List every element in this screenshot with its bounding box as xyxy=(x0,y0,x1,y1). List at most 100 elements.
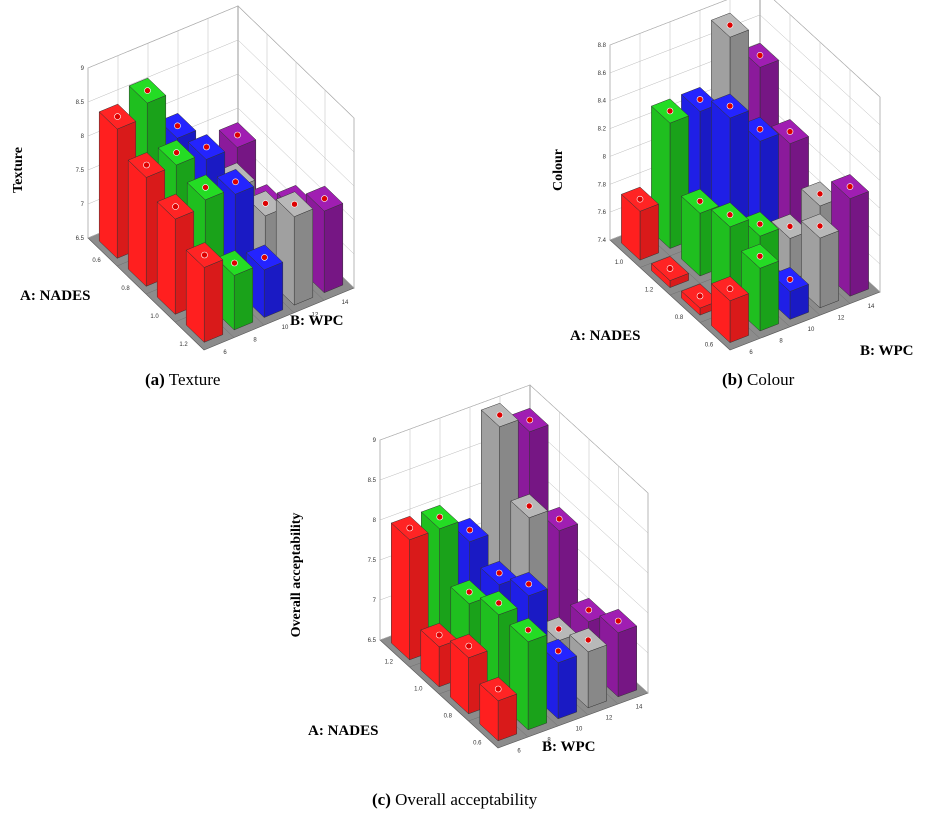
caption-texture-text: Texture xyxy=(168,370,221,389)
caption-colour-text: Colour xyxy=(747,370,795,389)
bar-datapoint xyxy=(321,195,328,202)
a-tick-label: 0.8 xyxy=(121,286,130,292)
z-tick-label: 8.6 xyxy=(598,71,607,77)
bar-side-front xyxy=(617,625,637,698)
b-tick-label: 8 xyxy=(779,339,783,345)
bar-datapoint xyxy=(756,220,764,228)
bar-datapoint xyxy=(816,222,824,230)
z-tick-label: 6.5 xyxy=(76,236,85,242)
bar-side-left xyxy=(98,111,118,259)
bar-side-left xyxy=(127,159,147,287)
bar-side-left xyxy=(156,201,176,315)
bar-datapoint xyxy=(466,526,474,534)
bar xyxy=(509,617,548,731)
b-tick-label: 10 xyxy=(808,327,815,333)
bar-datapoint xyxy=(435,631,443,639)
texture-chart-panel: 6.5 7 7.5 8 8.5 9 0.6 0.8 1.0 1.2 6 8 10 12 14 Texture A… xyxy=(0,0,480,400)
bar-datapoint xyxy=(174,122,181,130)
bar-side-front xyxy=(759,260,779,332)
x-axis-title: A: NADES xyxy=(570,328,640,344)
b-tick-label: 8 xyxy=(547,738,551,744)
bar-datapoint xyxy=(756,51,764,59)
caption-texture: (a) Texture xyxy=(145,370,220,390)
bar-datapoint xyxy=(202,184,209,191)
bar-datapoint xyxy=(496,411,504,419)
bar-side-front xyxy=(849,191,869,297)
bar-datapoint xyxy=(756,125,764,133)
bar-datapoint xyxy=(526,416,534,424)
bar-datapoint xyxy=(143,161,150,169)
bar-side-front xyxy=(293,208,314,306)
bar-datapoint xyxy=(696,96,704,103)
bar-datapoint xyxy=(291,200,298,208)
a-tick-label: 0.6 xyxy=(705,342,714,348)
caption-overall-label: (c) xyxy=(372,790,391,809)
bar-datapoint xyxy=(144,87,151,94)
z-tick-label: 6.5 xyxy=(368,638,377,644)
bar-side-front xyxy=(233,267,254,331)
bar-datapoint xyxy=(846,183,854,190)
bar-datapoint xyxy=(203,143,210,151)
bar-datapoint xyxy=(495,569,503,577)
bar-datapoint xyxy=(555,515,563,523)
z-tick-label: 9 xyxy=(81,66,85,72)
bar-side-front xyxy=(527,634,547,731)
x-axis-title: A: NADES xyxy=(308,723,378,739)
a-tick-label: 1.2 xyxy=(385,660,394,666)
z-tick-label: 7 xyxy=(81,202,85,208)
texture-3d-bar-chart: 6.5 7 7.5 8 8.5 9 0.6 0.8 1.0 1.2 6 8 10 12 14 Texture A… xyxy=(11,5,355,356)
bar-datapoint xyxy=(232,178,239,186)
bar-datapoint xyxy=(231,259,238,267)
b-tick-label: 6 xyxy=(517,749,521,755)
bar-side-front xyxy=(323,203,344,294)
bar-datapoint xyxy=(465,642,473,650)
bar-datapoint xyxy=(114,113,121,120)
bar-datapoint xyxy=(525,580,533,588)
bar-side-front xyxy=(729,293,749,343)
b-tick-label: 14 xyxy=(636,705,643,711)
bar-side-left xyxy=(391,522,410,661)
bar xyxy=(479,676,518,742)
bar-datapoint xyxy=(726,102,734,110)
y-axis-title: B: WPC xyxy=(290,313,343,329)
bar-datapoint xyxy=(786,223,794,230)
bar-datapoint xyxy=(585,606,593,614)
z-tick-label: 8.2 xyxy=(598,127,607,133)
bar xyxy=(650,256,690,289)
bar xyxy=(185,242,224,343)
bar-datapoint xyxy=(786,276,794,283)
b-tick-label: 14 xyxy=(868,304,875,310)
z-tick-label: 8.8 xyxy=(598,43,607,49)
bar-datapoint xyxy=(173,149,180,156)
bars xyxy=(98,77,344,343)
x-axis-title: A: NADES xyxy=(20,288,90,304)
bar-datapoint xyxy=(172,203,179,210)
bar-datapoint xyxy=(726,285,734,292)
caption-colour-label: (b) xyxy=(722,370,743,389)
z-tick-label: 7 xyxy=(373,598,377,604)
a-tick-label: 0.8 xyxy=(444,714,453,720)
b-tick-label: 6 xyxy=(749,350,753,356)
bar-datapoint xyxy=(465,588,473,596)
gridline-horizontal xyxy=(609,14,881,126)
bar-datapoint xyxy=(786,128,794,135)
z-tick-label: 8 xyxy=(603,154,607,160)
a-tick-label: 0.8 xyxy=(675,315,684,321)
caption-overall-text: Overall acceptability xyxy=(395,790,538,809)
z-tick-label: 8.5 xyxy=(368,478,377,484)
a-tick-label: 1.2 xyxy=(645,287,654,293)
z-axis-title: Overall acceptability xyxy=(289,513,304,638)
bar xyxy=(620,186,660,261)
b-tick-label: 10 xyxy=(576,727,583,733)
overall-acceptability-3d-bar-chart: 6.5 7 7.5 8 8.5 9 1.2 1.0 0.8 0.6 6 8 10 12 14 Overall … xyxy=(289,384,649,755)
caption-overall-acceptability: (c) Overall acceptability xyxy=(372,790,537,810)
bar xyxy=(599,608,638,698)
bar-datapoint xyxy=(816,190,824,198)
bar-datapoint xyxy=(726,211,734,219)
z-tick-label: 7.6 xyxy=(598,210,607,216)
gridline-horizontal xyxy=(87,39,355,153)
b-tick-label: 12 xyxy=(312,313,319,319)
a-tick-label: 1.2 xyxy=(179,342,188,348)
bar xyxy=(650,98,690,250)
z-axis-title: Texture xyxy=(11,147,26,193)
